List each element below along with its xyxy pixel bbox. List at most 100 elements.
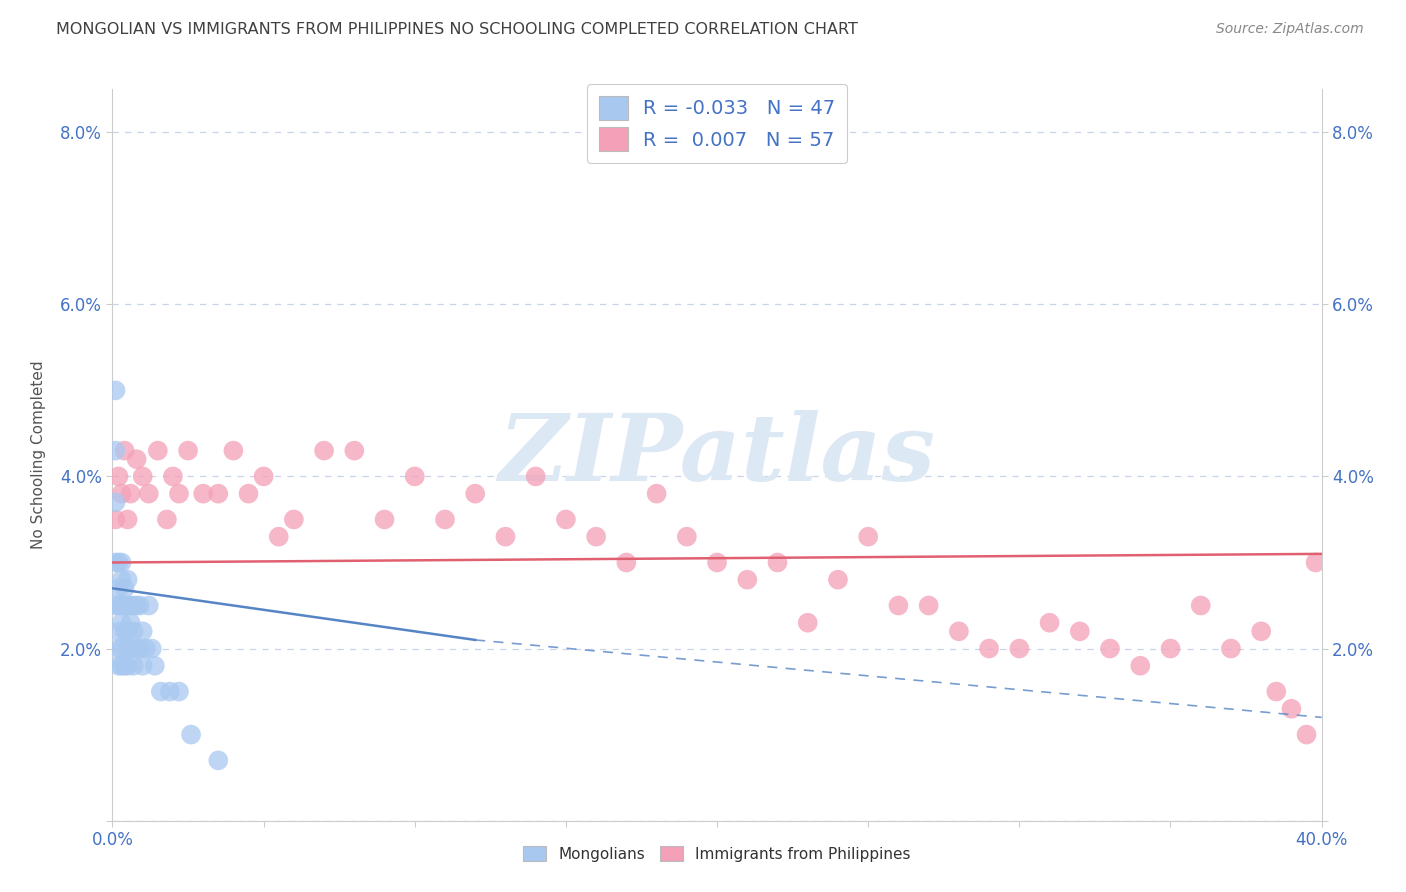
Point	[110, 615, 132, 630]
Point	[314, 443, 336, 458]
Point	[117, 599, 139, 613]
Point	[138, 486, 160, 500]
Point	[120, 641, 142, 656]
Point	[107, 556, 129, 570]
Point	[856, 530, 880, 544]
Point	[128, 599, 150, 613]
Point	[207, 753, 229, 767]
Point	[125, 452, 148, 467]
Point	[1189, 599, 1212, 613]
Point	[132, 469, 155, 483]
Point	[117, 624, 139, 639]
Point	[1159, 641, 1181, 656]
Point	[122, 658, 145, 673]
Point	[374, 512, 396, 526]
Point	[222, 443, 245, 458]
Point	[1220, 641, 1243, 656]
Point	[766, 556, 789, 570]
Point	[585, 530, 607, 544]
Point	[675, 530, 697, 544]
Point	[796, 615, 818, 630]
Point	[1069, 624, 1091, 639]
Point	[706, 556, 728, 570]
Point	[162, 469, 184, 483]
Point	[135, 641, 157, 656]
Y-axis label: No Schooling Completed: No Schooling Completed	[31, 360, 46, 549]
Point	[114, 443, 136, 458]
Point	[1038, 615, 1062, 630]
Point	[433, 512, 456, 526]
Point	[737, 573, 759, 587]
Point	[1008, 641, 1031, 656]
Point	[177, 443, 200, 458]
Point	[159, 684, 181, 698]
Point	[104, 599, 127, 613]
Point	[117, 573, 139, 587]
Point	[977, 641, 1000, 656]
Point	[114, 624, 136, 639]
Point	[146, 443, 169, 458]
Point	[156, 512, 179, 526]
Point	[887, 599, 910, 613]
Point	[948, 624, 970, 639]
Point	[120, 615, 142, 630]
Text: ZIPatlas: ZIPatlas	[499, 410, 935, 500]
Point	[1279, 702, 1302, 716]
Point	[114, 658, 136, 673]
Text: MONGOLIAN VS IMMIGRANTS FROM PHILIPPINES NO SCHOOLING COMPLETED CORRELATION CHAR: MONGOLIAN VS IMMIGRANTS FROM PHILIPPINES…	[56, 22, 858, 37]
Point	[110, 573, 132, 587]
Point	[114, 582, 136, 596]
Point	[149, 684, 172, 698]
Point	[110, 556, 132, 570]
Point	[1305, 556, 1327, 570]
Point	[207, 486, 229, 500]
Point	[107, 469, 129, 483]
Point	[110, 641, 132, 656]
Point	[918, 599, 941, 613]
Point	[104, 512, 127, 526]
Point	[645, 486, 668, 500]
Point	[554, 512, 576, 526]
Point	[138, 599, 160, 613]
Point	[1129, 658, 1152, 673]
Point	[104, 384, 127, 398]
Point	[122, 599, 145, 613]
Point	[283, 512, 305, 526]
Legend: Mongolians, Immigrants from Philippines: Mongolians, Immigrants from Philippines	[517, 839, 917, 868]
Point	[1295, 728, 1317, 742]
Point	[464, 486, 486, 500]
Point	[167, 684, 190, 698]
Point	[141, 641, 163, 656]
Point	[117, 658, 139, 673]
Point	[110, 658, 132, 673]
Point	[110, 599, 132, 613]
Point	[616, 556, 638, 570]
Point	[180, 728, 202, 742]
Point	[120, 599, 142, 613]
Point	[238, 486, 260, 500]
Point	[107, 624, 129, 639]
Point	[253, 469, 276, 483]
Point	[104, 495, 127, 509]
Text: Source: ZipAtlas.com: Source: ZipAtlas.com	[1216, 22, 1364, 37]
Point	[167, 486, 190, 500]
Point	[132, 658, 155, 673]
Point	[1250, 624, 1272, 639]
Point	[132, 624, 155, 639]
Point	[110, 486, 132, 500]
Point	[1265, 684, 1288, 698]
Point	[827, 573, 849, 587]
Point	[191, 486, 214, 500]
Point	[104, 443, 127, 458]
Point	[117, 512, 139, 526]
Point	[114, 599, 136, 613]
Point	[122, 624, 145, 639]
Point	[1098, 641, 1121, 656]
Point	[107, 582, 129, 596]
Point	[125, 641, 148, 656]
Point	[120, 486, 142, 500]
Point	[143, 658, 166, 673]
Point	[343, 443, 366, 458]
Point	[404, 469, 426, 483]
Point	[104, 556, 127, 570]
